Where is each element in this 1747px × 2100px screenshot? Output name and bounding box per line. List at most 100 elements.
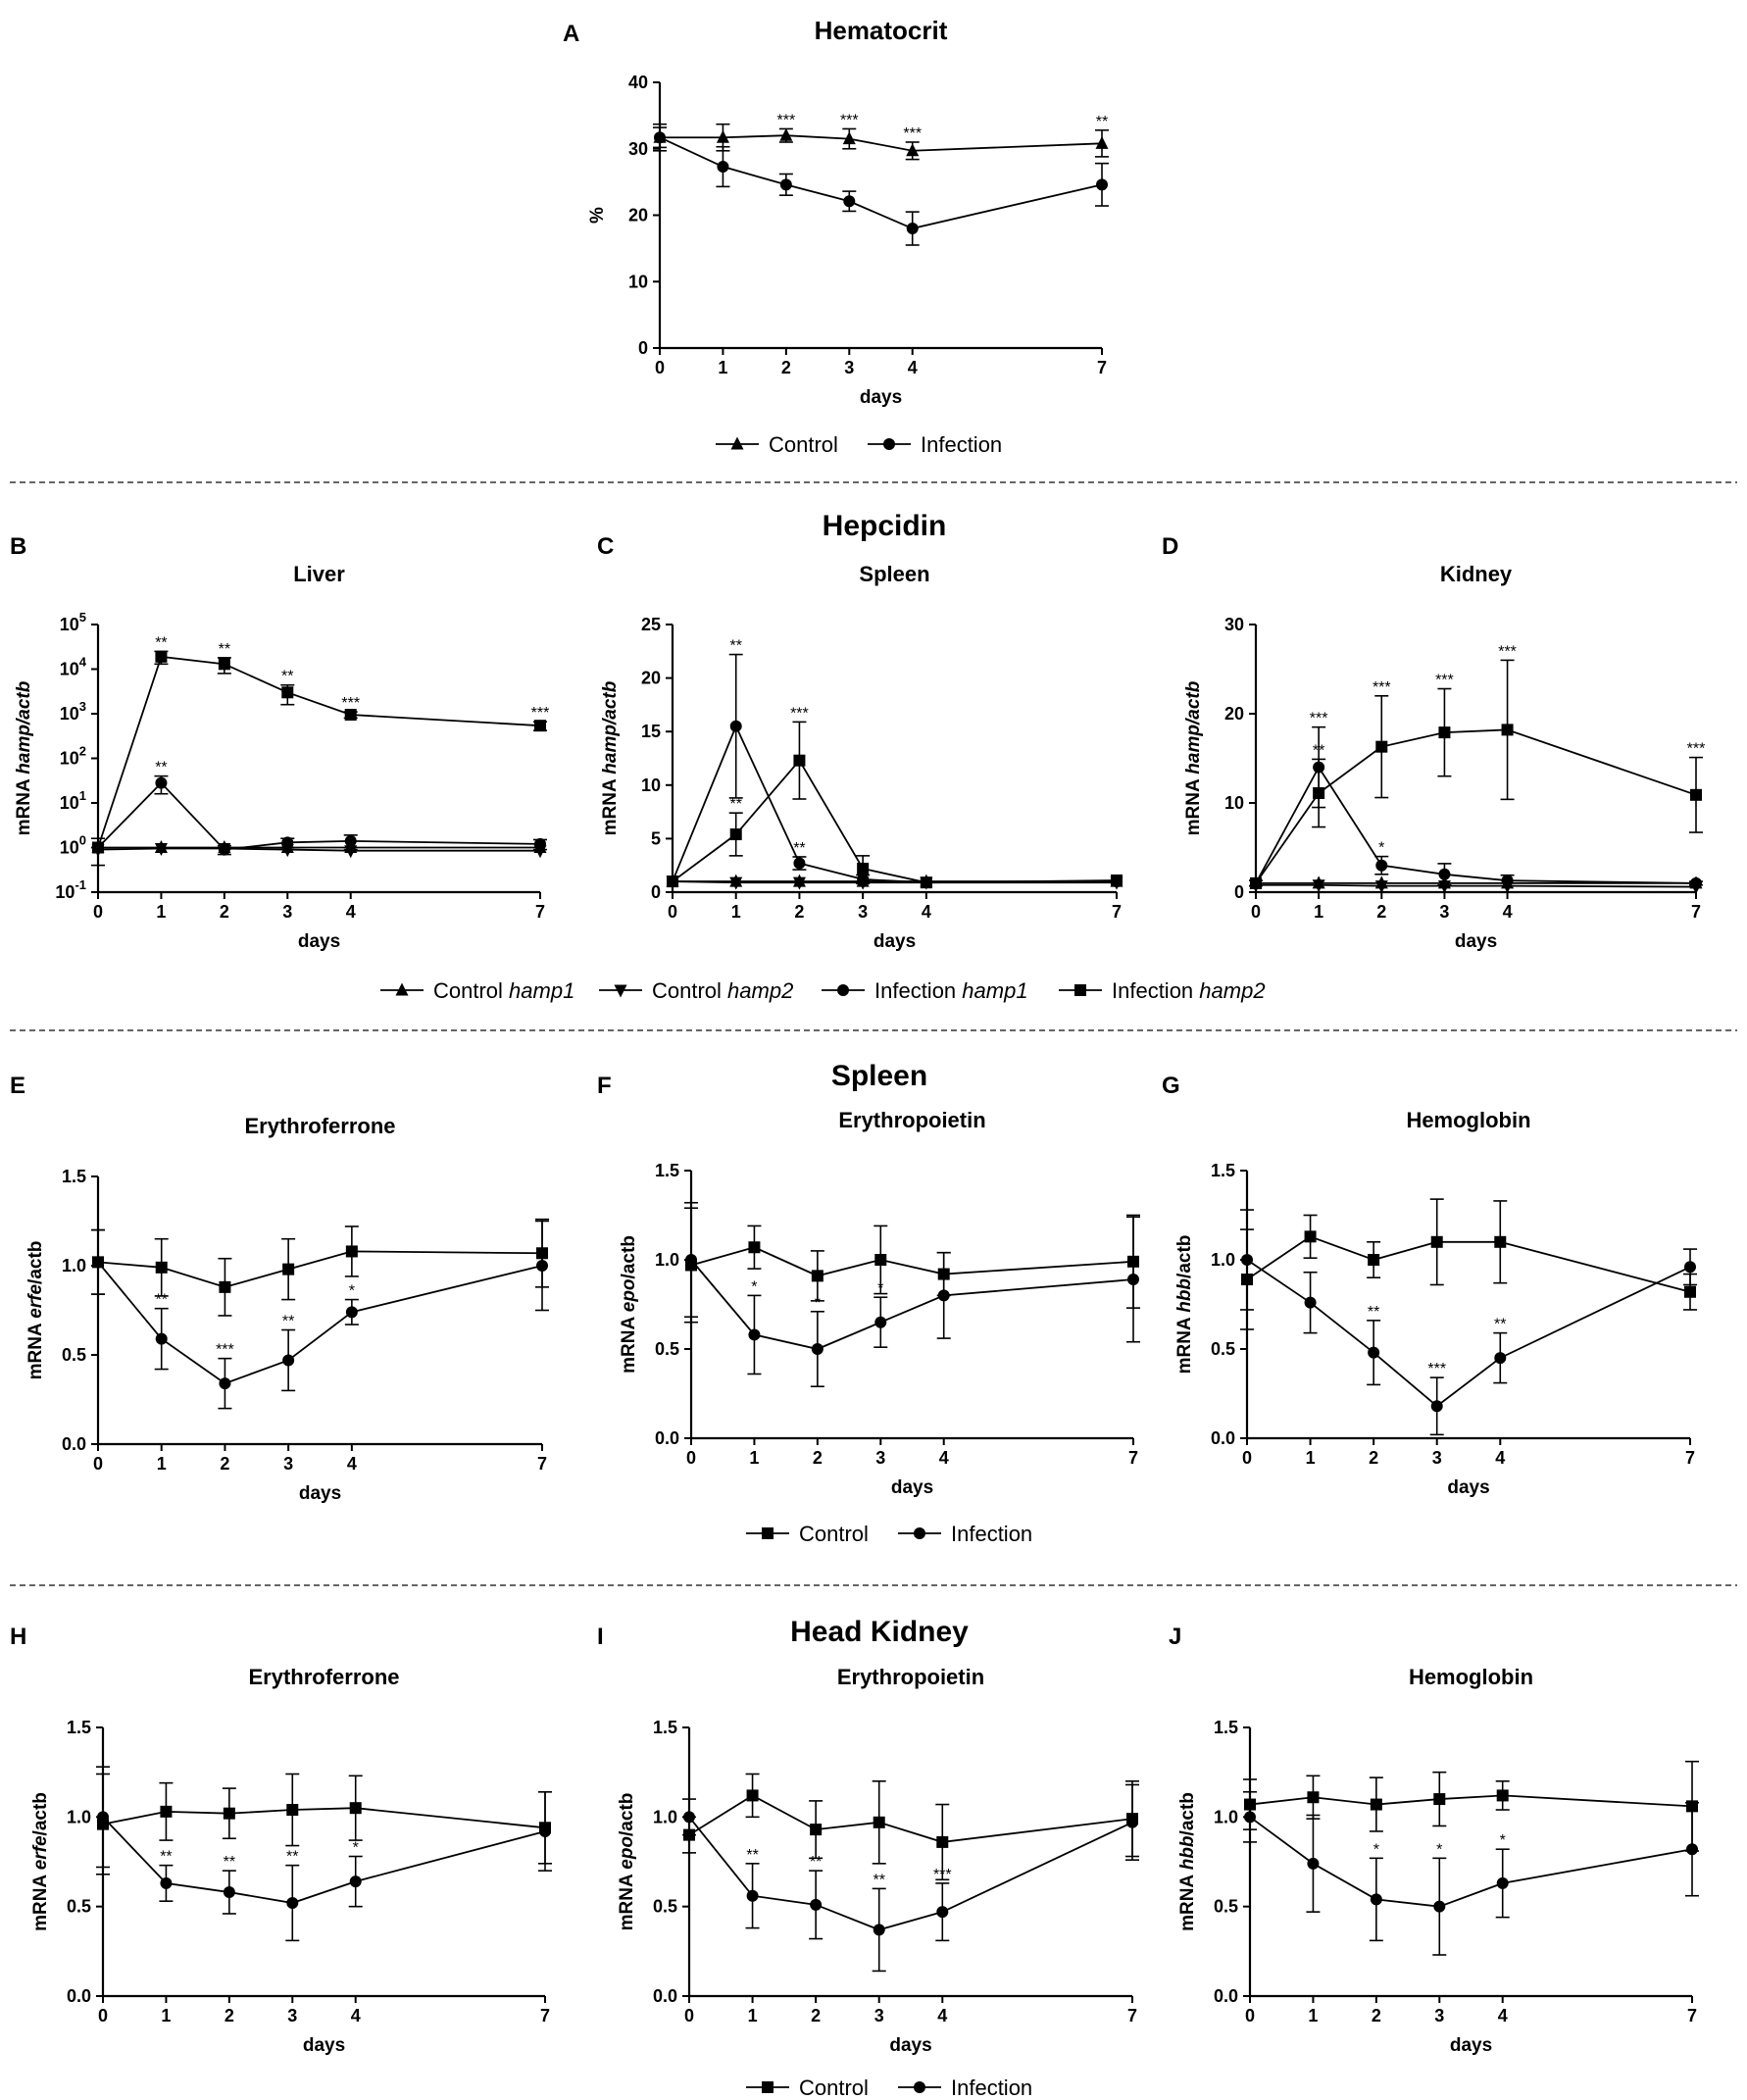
section-title-spleen: Spleen — [831, 1060, 927, 1092]
x-tick-label: 0 — [684, 2006, 694, 2025]
data-point — [281, 686, 294, 699]
x-tick-label: 4 — [939, 1448, 949, 1468]
y-tick-label: 0.5 — [62, 1345, 86, 1365]
x-tick-label: 4 — [922, 902, 931, 922]
data-point — [729, 720, 742, 732]
x-tick-label: 3 — [282, 902, 292, 922]
significance-label: ** — [155, 634, 167, 651]
data-point — [1438, 726, 1451, 739]
panel-title: Liver — [293, 562, 345, 586]
series-line — [659, 136, 1103, 229]
data-point — [1244, 1811, 1256, 1824]
data-point — [1437, 880, 1451, 894]
significance-label: * — [1373, 1841, 1379, 1858]
x-tick-label: 3 — [1434, 2006, 1444, 2025]
significance-label: ** — [1494, 1317, 1506, 1333]
legend-label: Infection — [921, 432, 1002, 457]
y-tick-label: 0.0 — [655, 1428, 679, 1448]
data-point — [716, 129, 729, 143]
legend-marker — [395, 982, 409, 996]
x-tick-label: 0 — [1251, 902, 1261, 922]
data-point — [1307, 1857, 1320, 1870]
panel-title: Spleen — [859, 562, 929, 586]
y-tick-label: 100 — [60, 833, 86, 858]
y-axis-label: mRNA epo/actb — [619, 1235, 639, 1374]
data-point — [1375, 740, 1388, 753]
x-tick-label: 4 — [1498, 2006, 1508, 2025]
data-point — [1686, 1843, 1698, 1856]
x-axis-label: days — [1455, 931, 1497, 952]
data-point — [748, 1241, 761, 1254]
y-tick-label: 1.0 — [62, 1256, 86, 1275]
y-tick-label: 10 — [641, 775, 661, 795]
x-tick-label: 7 — [540, 2006, 550, 2025]
data-point — [1690, 876, 1702, 889]
x-tick-label: 0 — [93, 1454, 103, 1474]
data-point — [843, 195, 856, 208]
data-point — [160, 1876, 173, 1889]
series-control — [1240, 1198, 1697, 1330]
data-point — [218, 658, 230, 671]
data-point — [746, 1789, 759, 1802]
series-line — [672, 759, 1118, 884]
legend-marker — [837, 984, 849, 996]
data-point — [1127, 1274, 1139, 1286]
y-tick-label: 1.0 — [653, 1807, 677, 1826]
data-point — [1096, 178, 1108, 191]
panel-title: Hematocrit — [815, 16, 948, 45]
significance-label: ** — [286, 1849, 298, 1866]
series-line — [688, 1794, 1133, 1843]
data-point — [223, 1807, 235, 1820]
data-point — [873, 1816, 885, 1828]
panel-letter: A — [563, 21, 579, 47]
y-tick-label: 103 — [60, 699, 86, 724]
data-point — [792, 876, 806, 890]
series-line — [97, 1261, 543, 1385]
panel-letter: J — [1169, 1624, 1181, 1650]
significance-label: ** — [160, 1849, 172, 1866]
data-point — [223, 1886, 235, 1899]
panel-H-erythroferrone: H Erythroferrone 0.0 0.5 1.0 1.5 0 1 2 3 4 7 days mRN… — [10, 1624, 552, 2056]
x-tick-label: 3 — [844, 358, 854, 377]
data-point — [748, 1328, 761, 1341]
significance-label: *** — [1373, 679, 1391, 696]
legend-label: Control — [769, 432, 838, 457]
legend-item: Control hamp1 — [380, 978, 574, 1003]
data-point — [906, 223, 919, 235]
y-tick-label: 102 — [60, 744, 86, 769]
data-point — [779, 127, 793, 141]
data-point — [873, 1924, 885, 1936]
x-axis-label: days — [1450, 2035, 1492, 2056]
data-point — [92, 841, 104, 854]
x-axis-label: days — [874, 931, 916, 952]
y-tick-label: 1.0 — [1211, 1250, 1235, 1270]
significance-label: * — [1378, 840, 1384, 857]
x-tick-label: 4 — [1503, 902, 1513, 922]
y-axis-label: mRNA hamp/actb — [600, 680, 621, 835]
data-point — [654, 131, 666, 144]
y-axis-label: mRNA hbb/actb — [1174, 1235, 1195, 1375]
x-tick-label: 7 — [1128, 1448, 1138, 1468]
x-tick-label: 3 — [875, 1448, 885, 1468]
data-point — [1375, 859, 1388, 872]
series-infection: * * * — [684, 1201, 1140, 1388]
y-tick-label: 1.5 — [653, 1718, 677, 1737]
data-point — [936, 1906, 949, 1919]
legend-label: Infection hamp1 — [874, 978, 1028, 1003]
series-infection-hamp2: ** ********** — [92, 634, 549, 854]
x-tick-label: 0 — [93, 902, 103, 922]
y-tick-label: 1.5 — [62, 1167, 86, 1186]
panel-J-hemoglobin: J Hemoglobin 0.0 0.5 1.0 1.5 0 1 2 3 4 7 days mRNA hb… — [1169, 1624, 1699, 2056]
data-point — [1690, 788, 1702, 801]
data-point — [810, 1824, 823, 1836]
data-point — [729, 828, 742, 841]
significance-label: ** — [746, 1847, 758, 1864]
significance-label: *** — [840, 112, 859, 128]
x-tick-label: 2 — [811, 2006, 821, 2025]
y-tick-label: 0 — [1234, 882, 1244, 902]
data-point — [286, 1897, 299, 1910]
significance-label: ** — [873, 1872, 884, 1888]
y-tick-label: 0.0 — [653, 1986, 677, 2006]
x-tick-label: 2 — [220, 902, 229, 922]
